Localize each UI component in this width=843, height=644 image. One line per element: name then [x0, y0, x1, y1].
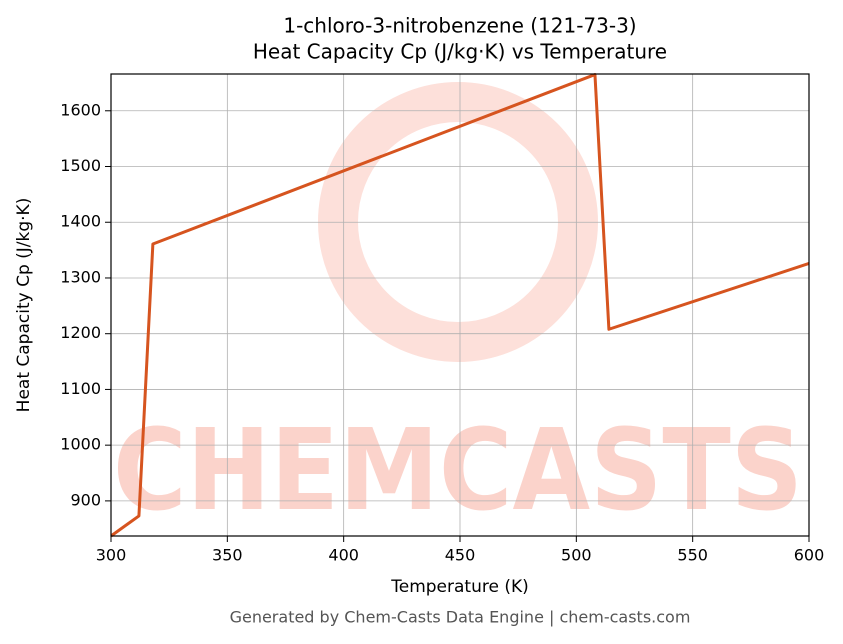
- x-tick-label: 500: [561, 546, 592, 565]
- watermark: CHEMCASTS: [113, 406, 803, 536]
- y-tick-label: 900: [70, 490, 101, 509]
- y-tick-label: 1200: [60, 323, 101, 342]
- chart-subtitle: Heat Capacity Cp (J/kg·K) vs Temperature: [253, 40, 667, 64]
- x-tick-label: 450: [445, 546, 476, 565]
- y-tick-label: 1600: [60, 100, 101, 119]
- x-tick-label: 350: [212, 546, 243, 565]
- x-tick-label: 300: [96, 546, 127, 565]
- watermark-group: CHEMCASTS: [113, 82, 803, 536]
- y-tick-label: 1100: [60, 379, 101, 398]
- x-tick-label: 400: [328, 546, 359, 565]
- data-line: [111, 73, 809, 538]
- x-tick-label: 600: [794, 546, 825, 565]
- y-tick-label: 1300: [60, 267, 101, 286]
- y-axis-label: Heat Capacity Cp (J/kg·K): [14, 198, 34, 413]
- y-tick-label: 1500: [60, 156, 101, 175]
- x-tick-label: 550: [677, 546, 708, 565]
- y-tick-label: 1000: [60, 435, 101, 454]
- chart-title: 1-chloro-3-nitrobenzene (121-73-3): [283, 14, 636, 38]
- footer: Generated by Chem-Casts Data Engine | ch…: [230, 608, 691, 627]
- x-axis-label: Temperature (K): [390, 577, 529, 597]
- y-tick-label: 1400: [60, 212, 101, 231]
- plot-frame: [110, 73, 810, 537]
